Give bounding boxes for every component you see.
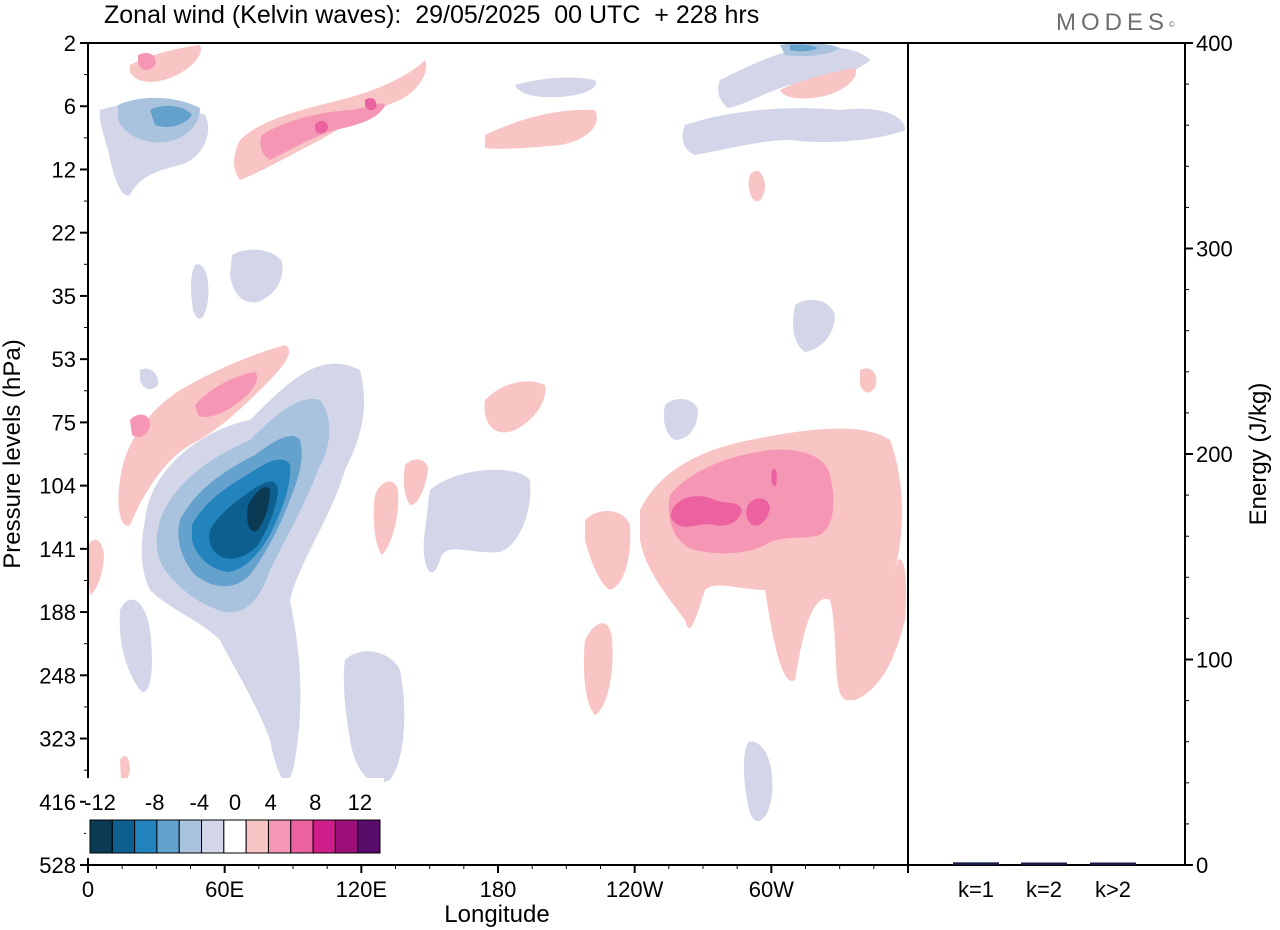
x-axis-title: Longitude bbox=[444, 901, 549, 928]
colorbar-swatch bbox=[290, 819, 314, 854]
y-tick-label: 2 bbox=[64, 31, 76, 56]
colorbar-swatch bbox=[178, 819, 203, 854]
y-axis-title: Pressure levels (hPa) bbox=[0, 339, 26, 568]
colorbar-swatch bbox=[312, 819, 336, 854]
colorbar-label: -4 bbox=[190, 790, 210, 815]
energy-axis: 0 100 200 300 400 bbox=[1185, 31, 1233, 878]
colorbar-swatch bbox=[89, 819, 113, 854]
colorbar-label: 4 bbox=[265, 790, 277, 815]
colorbar-swatch bbox=[334, 819, 359, 854]
energy-tick-label: 400 bbox=[1196, 31, 1233, 56]
x-tick-label: 180 bbox=[480, 877, 517, 902]
modes-logo: MODES© bbox=[1056, 9, 1175, 37]
y-tick-label: 528 bbox=[39, 853, 76, 878]
energy-tick-label: 0 bbox=[1196, 853, 1208, 878]
y-tick-label: 104 bbox=[39, 474, 76, 499]
negative-wind-peak bbox=[247, 487, 270, 532]
y-tick-label: 75 bbox=[52, 410, 76, 435]
energy-bar bbox=[1090, 862, 1136, 865]
colorbar-label: 12 bbox=[348, 790, 372, 815]
y-tick-label: 323 bbox=[39, 727, 76, 752]
energy-tick-label: 200 bbox=[1196, 442, 1233, 467]
colorbar-swatch bbox=[245, 819, 269, 854]
logo-text: MODES bbox=[1056, 9, 1170, 36]
longitude-axis: 0 60E 120E 180 120W 60W bbox=[82, 865, 909, 902]
colorbar-swatch bbox=[357, 819, 381, 854]
logo-mark: © bbox=[1169, 20, 1175, 29]
colorbar-label: 0 bbox=[229, 790, 241, 815]
colorbar: -12 -8 -4 0 4 8 12 bbox=[84, 778, 384, 858]
colorbar-swatch bbox=[111, 819, 136, 854]
colorbar-label: -12 bbox=[84, 790, 116, 815]
x-tick-label: 60E bbox=[205, 877, 244, 902]
y-tick-label: 248 bbox=[39, 663, 76, 688]
energy-tick-label: 300 bbox=[1196, 237, 1233, 262]
y-tick-label: 141 bbox=[39, 537, 76, 562]
energy-bar bbox=[1021, 862, 1067, 865]
x-tick-label: 120W bbox=[606, 877, 664, 902]
y-tick-label: 35 bbox=[52, 284, 76, 309]
colorbar-label: 8 bbox=[309, 790, 321, 815]
colorbar-swatch bbox=[267, 819, 292, 854]
energy-bar bbox=[953, 862, 999, 865]
contour-field bbox=[88, 43, 907, 822]
x-tick-label: 120E bbox=[336, 877, 387, 902]
colorbar-swatch bbox=[134, 819, 158, 854]
x-tick-label: 0 bbox=[82, 877, 94, 902]
colorbar-swatch bbox=[201, 819, 225, 854]
energy-bars: k=1 k=2 k>2 bbox=[953, 862, 1136, 902]
positive-wind-core bbox=[315, 97, 777, 527]
colorbar-label: -8 bbox=[145, 790, 165, 815]
y-tick-label: 12 bbox=[52, 157, 76, 182]
chart-title: Zonal wind (Kelvin waves): 29/05/2025 00… bbox=[104, 1, 760, 29]
energy-category-label: k=2 bbox=[1026, 877, 1062, 902]
energy-tick-label: 100 bbox=[1196, 648, 1233, 673]
colorbar-swatch bbox=[156, 819, 180, 854]
x-tick-label: 60W bbox=[749, 877, 794, 902]
pressure-axis: 2 6 12 22 35 53 75 104 141 188 248 323 416 528 bbox=[39, 31, 88, 878]
energy-category-label: k=1 bbox=[958, 877, 994, 902]
energy-category-label: k>2 bbox=[1095, 877, 1131, 902]
y-tick-label: 22 bbox=[52, 221, 76, 246]
y-tick-label: 6 bbox=[64, 94, 76, 119]
y-tick-label: 53 bbox=[52, 347, 76, 372]
colorbar-swatch bbox=[223, 819, 247, 854]
y-tick-label: 416 bbox=[39, 790, 76, 815]
energy-axis-title: Energy (J/kg) bbox=[1245, 383, 1272, 526]
y-tick-label: 188 bbox=[39, 600, 76, 625]
